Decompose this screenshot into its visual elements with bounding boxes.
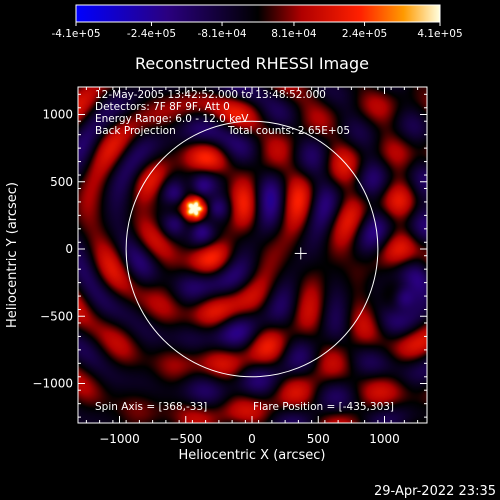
colorbar-tick-label: -4.1e+05 [51, 28, 100, 40]
x-axis-label: Heliocentric X (arcsec) [179, 448, 326, 463]
info-line: Back Projection [95, 125, 176, 137]
flare-position-label: Flare Position = [-435,303] [253, 401, 394, 413]
y-tick-label: 0 [65, 242, 73, 256]
y-tick-label: −1000 [32, 377, 73, 391]
total-counts: Total counts: 2.65E+05 [227, 125, 350, 137]
info-line: Energy Range: 6.0 - 12.0 keV [95, 113, 249, 125]
info-text: 12-May-2005 13:42:52.000 to 13:48:52.000… [95, 89, 394, 413]
x-tick-label: −1000 [99, 432, 140, 446]
info-line: Detectors: 7F 8F 9F, Att 0 [95, 101, 230, 113]
colorbar-tick-label: -2.4e+05 [127, 28, 176, 40]
colorbar-tick-label: 2.4e+05 [342, 28, 387, 40]
colorbar-tick-label: -8.1e+04 [197, 28, 246, 40]
colorbar-tick-label: 8.1e+04 [271, 28, 317, 40]
spin-axis-label: Spin Axis = [368,-33] [95, 401, 207, 413]
timestamp: 29-Apr-2022 23:35 [374, 484, 496, 499]
x-tick-label: 500 [307, 432, 330, 446]
x-tick-label: −500 [169, 432, 202, 446]
colorbar-gradient [75, 4, 441, 23]
y-tick-label: 500 [50, 175, 73, 189]
solar-disk-circle [125, 120, 379, 378]
y-tick-label: −500 [40, 309, 73, 323]
x-tick-label: 1000 [369, 432, 400, 446]
heatmap-image [78, 87, 427, 423]
y-axis-label: Heliocentric Y (arcsec) [5, 182, 20, 328]
chart-title: Reconstructed RHESSI Image [135, 54, 369, 73]
colorbar-tick-label: 4.1e+05 [417, 28, 462, 40]
colorbar: -4.1e+05 -2.4e+05 -8.1e+04 8.1e+04 2.4e+05 4.… [51, 4, 463, 40]
x-tick-label: 0 [248, 432, 256, 446]
y-tick-label: 1000 [42, 108, 73, 122]
info-line: 12-May-2005 13:42:52.000 to 13:48:52.000 [95, 89, 326, 101]
